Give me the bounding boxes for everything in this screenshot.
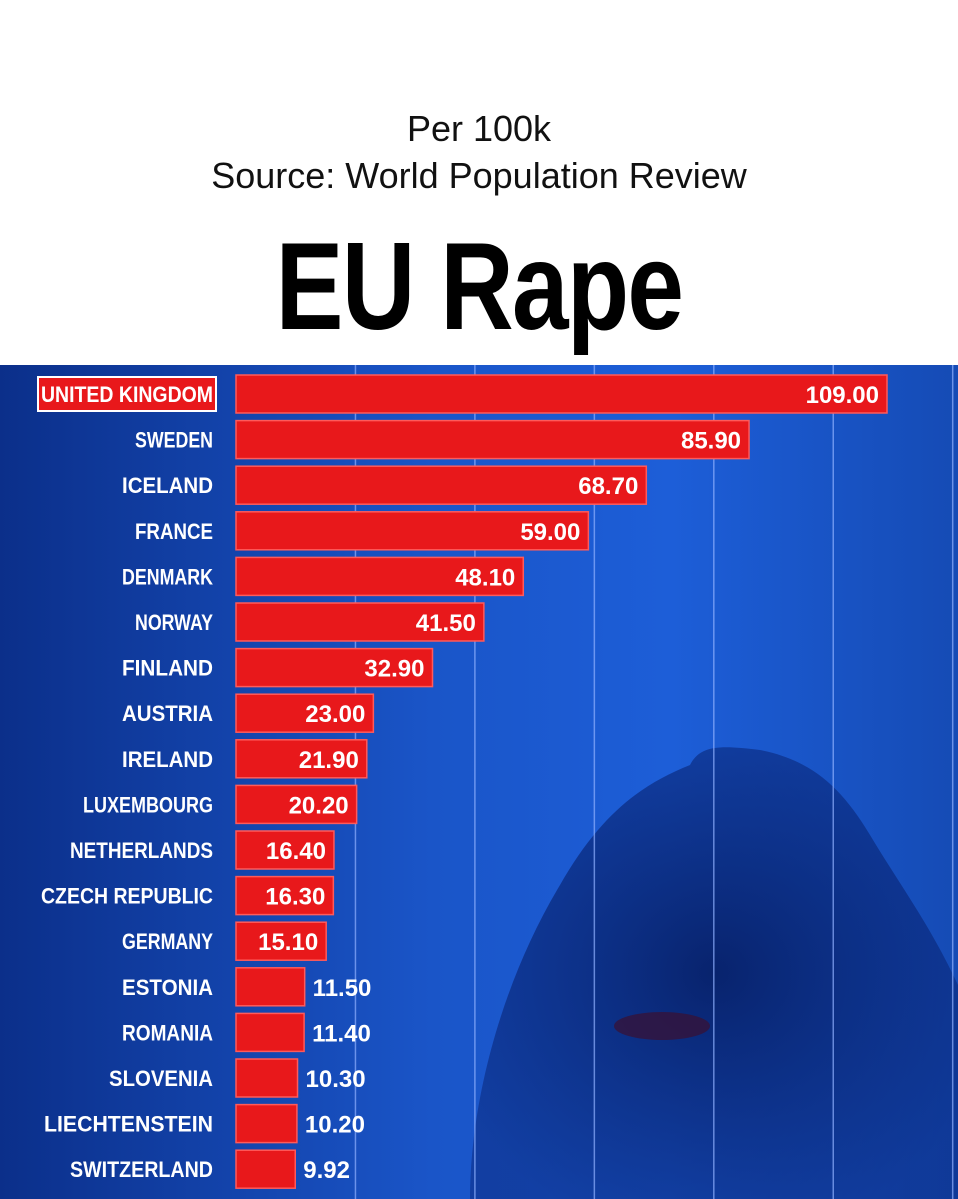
highlight-label-box — [37, 376, 217, 412]
bar — [235, 784, 358, 825]
category-label: ROMANIA — [122, 1020, 213, 1045]
header: Per 100k Source: World Population Review… — [0, 0, 958, 365]
bar — [235, 921, 327, 961]
category-label: NORWAY — [135, 610, 213, 635]
value-label: 9.92 — [303, 1157, 350, 1184]
category-label: FRANCE — [135, 519, 213, 544]
category-label: AUSTRIA — [122, 701, 213, 726]
bar — [235, 1103, 298, 1144]
chart-title: EU Rape — [275, 218, 684, 356]
bar — [235, 465, 648, 505]
category-label: UNITED KINGDOM — [41, 382, 213, 407]
bar — [235, 602, 485, 642]
value-label: 32.90 — [364, 656, 424, 683]
category-label: ESTONIA — [122, 975, 213, 1000]
category-label: LIECHTENSTEIN — [44, 1112, 213, 1137]
value-label: 20.20 — [289, 792, 349, 819]
value-label: 109.00 — [806, 382, 879, 409]
value-label: 59.00 — [520, 519, 580, 546]
category-label: SLOVENIA — [109, 1066, 213, 1091]
category-label: NETHERLANDS — [70, 838, 213, 863]
value-label: 10.30 — [306, 1066, 366, 1093]
value-label: 16.30 — [265, 884, 325, 911]
category-label: ICELAND — [122, 473, 213, 498]
bar — [235, 511, 590, 551]
bar — [235, 1058, 299, 1098]
value-label: 68.70 — [578, 473, 638, 500]
value-label: 41.50 — [416, 610, 476, 637]
value-label: 11.40 — [312, 1020, 371, 1047]
bar — [235, 374, 888, 414]
value-label: 85.90 — [681, 428, 741, 455]
chart-panel: UNITED KINGDOM 109.00 SWEDEN 85.90 ICELAND 68… — [0, 365, 958, 1199]
category-label: IRELAND — [122, 747, 213, 772]
subtitle-units: Per 100k — [406, 108, 552, 149]
subtitle-source: Source: World Population Review — [211, 155, 747, 196]
value-label: 16.40 — [266, 838, 326, 865]
category-label: LUXEMBOURG — [83, 792, 213, 817]
bar — [235, 967, 306, 1007]
bar — [235, 1149, 296, 1189]
bar — [235, 419, 750, 460]
value-label: 23.00 — [305, 701, 365, 728]
bar — [235, 739, 368, 779]
category-label: FINLAND — [122, 656, 213, 681]
bar — [235, 875, 335, 916]
bar — [235, 830, 335, 870]
category-label: SWITZERLAND — [70, 1157, 213, 1182]
category-label: DENMARK — [122, 564, 213, 589]
bar — [235, 556, 525, 597]
category-label: CZECH REPUBLIC — [41, 884, 213, 909]
value-label: 21.90 — [299, 747, 359, 774]
value-label: 15.10 — [258, 929, 318, 956]
value-label: 10.20 — [305, 1112, 365, 1139]
value-label: 11.50 — [313, 975, 372, 1002]
category-label: SWEDEN — [135, 428, 213, 453]
bar-chart: UNITED KINGDOM 109.00 SWEDEN 85.90 ICELAND 68… — [37, 365, 954, 1199]
value-label: 48.10 — [455, 564, 515, 591]
bar — [235, 693, 375, 733]
category-label: GERMANY — [122, 929, 213, 954]
bar — [235, 1012, 305, 1053]
bar — [235, 647, 434, 688]
